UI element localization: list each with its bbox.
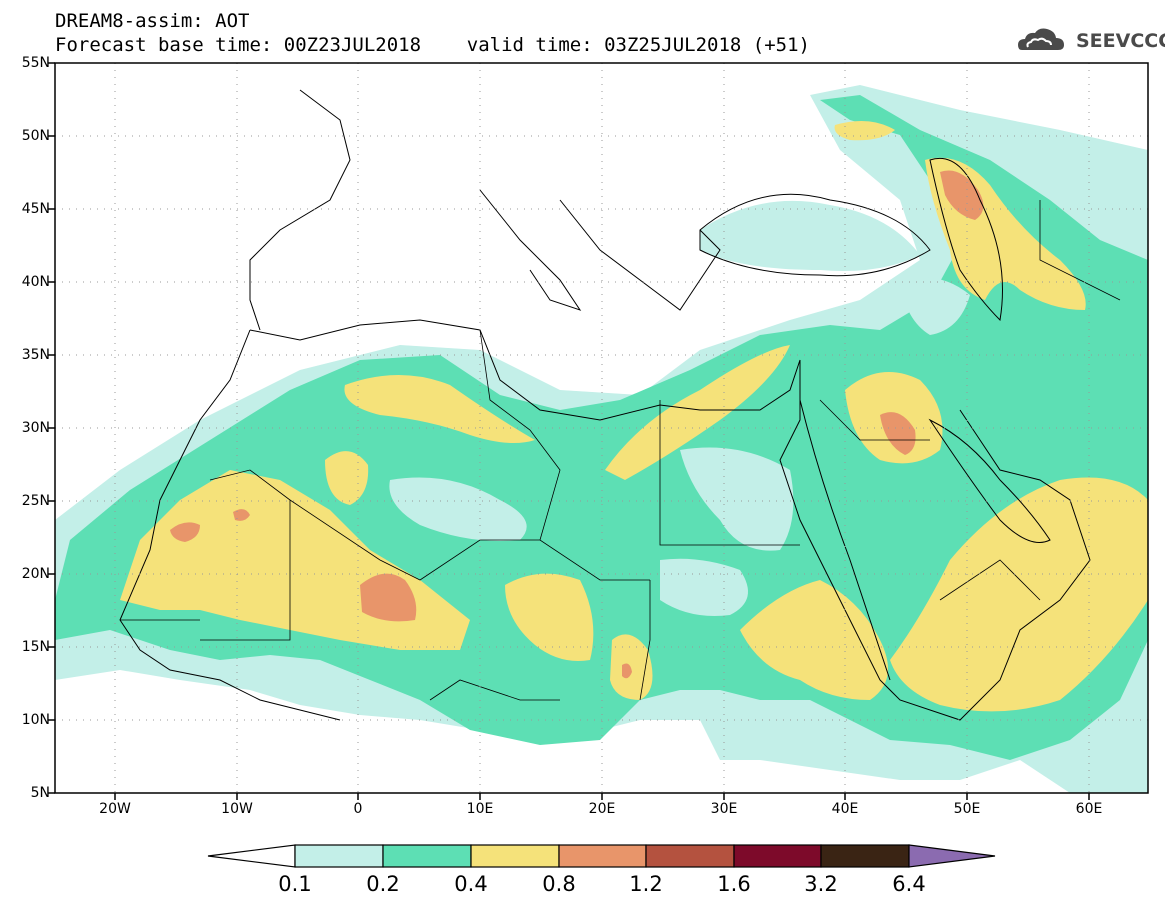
colorbar-under-triangle (207, 844, 296, 868)
aot-contour-0.8 (940, 170, 984, 220)
colorbar-box-6 (733, 844, 822, 868)
lon-label: 0 (353, 801, 363, 817)
colorbar-box-2 (382, 844, 472, 868)
lon-label: 10E (466, 801, 494, 817)
aot-contour-0.4 (610, 634, 653, 700)
aot-contour-0.8 (170, 522, 200, 542)
grid-lines (55, 63, 1148, 793)
colorbar-label: 0.8 (542, 872, 576, 896)
lat-label: 45N (21, 201, 50, 217)
aot-contour-0.8 (880, 412, 916, 455)
coastline-red-sea (799, 399, 891, 681)
lat-label: 55N (21, 55, 50, 71)
colorbar-box-4 (558, 844, 647, 868)
colorbar-label: 0.1 (278, 872, 312, 896)
colorbar-box-7 (820, 844, 910, 868)
lon-label: 30E (710, 801, 738, 817)
aot-contour-0.1-black-sea (700, 200, 920, 271)
aot-contour-0.8 (360, 573, 417, 622)
aot-contour-0.4 (740, 580, 888, 700)
coastline-europe (249, 89, 351, 331)
colorbar-over-triangle (908, 844, 996, 868)
lat-label: 20N (21, 566, 50, 582)
aot-contour-0.1-inner (900, 277, 970, 335)
lat-label: 35N (21, 347, 50, 363)
aot-contour-0.8 (622, 663, 632, 679)
colorbar-label: 1.6 (717, 872, 751, 896)
lon-label: 40E (831, 801, 859, 817)
map-title: DREAM8-assim: AOT (55, 10, 250, 32)
colorbar-box-5 (645, 844, 735, 868)
colorbar-box-1 (294, 844, 384, 868)
colorbar-label: 0.2 (366, 872, 400, 896)
colorbar-box-3 (470, 844, 560, 868)
aot-contour-0.8 (233, 509, 250, 521)
coastline-balkans (559, 199, 721, 311)
forecast-time-subtitle: Forecast base time: 00Z23JUL2018 valid t… (55, 34, 810, 56)
lat-label: 50N (21, 128, 50, 144)
colorbar-label: 6.4 (892, 872, 926, 896)
cloud-icon (1018, 28, 1064, 50)
aot-contour-0.4 (325, 451, 369, 505)
aot-contour-0.4 (834, 121, 895, 141)
coastline-africa (249, 319, 1091, 721)
lon-label: 20W (99, 801, 131, 817)
aot-contour-0.4 (890, 477, 1148, 712)
colorbar (207, 844, 996, 868)
colorbar-label: 1.2 (629, 872, 663, 896)
aot-contour-0.4 (344, 375, 535, 444)
aot-contour-0.1-inner (680, 447, 794, 551)
lat-label: 40N (21, 274, 50, 290)
aot-contour-0.1-inner (389, 477, 527, 541)
coastline-caspian (929, 158, 1003, 322)
colorbar-label: 0.4 (454, 872, 488, 896)
lat-label: 5N (30, 785, 50, 801)
aot-contour-0.4 (505, 573, 594, 661)
aot-contour-0.1-inner (660, 558, 748, 616)
lat-label: 10N (21, 712, 50, 728)
lat-label: 30N (21, 420, 50, 436)
axis-ticks (48, 62, 1090, 800)
lat-label: 15N (21, 639, 50, 655)
lon-label: 60E (1075, 801, 1103, 817)
lat-label: 25N (21, 493, 50, 509)
coastline-italy (479, 189, 582, 311)
colorbar-label: 3.2 (804, 872, 838, 896)
aot-contour-0.4 (605, 345, 790, 480)
lon-label: 50E (953, 801, 981, 817)
coastline-black-sea (699, 193, 931, 277)
coastline-persian-gulf (928, 418, 1051, 543)
lon-label: 20E (588, 801, 616, 817)
lon-label: 10W (221, 801, 253, 817)
logo-text: SEEVCCC (1076, 30, 1165, 52)
